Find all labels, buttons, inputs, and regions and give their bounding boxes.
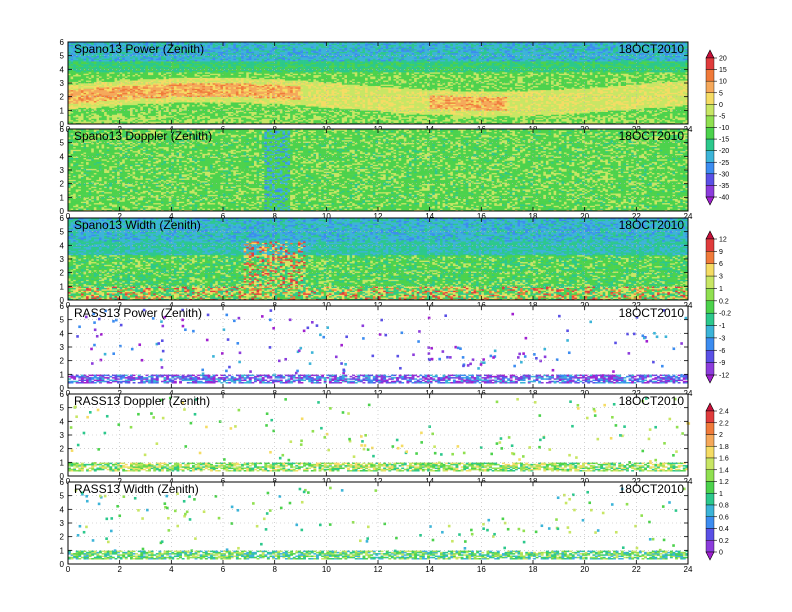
chart-panel-1: 0123456024681012141618202224Spano13 Powe…	[60, 38, 693, 134]
